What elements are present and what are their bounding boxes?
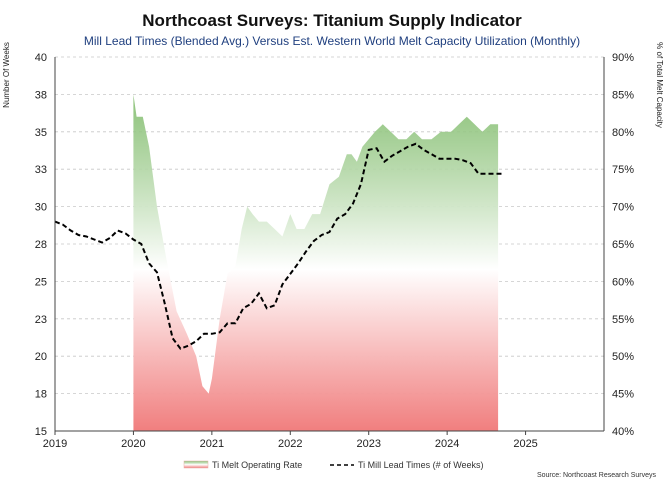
left-tick-label: 30 xyxy=(35,202,47,214)
line-layer xyxy=(54,142,502,350)
left-axis-label: Number Of Weeks xyxy=(2,42,11,108)
left-tick-label: 28 xyxy=(35,239,47,251)
x-tick-label: 2021 xyxy=(200,438,224,450)
x-tick-label: 2025 xyxy=(513,438,537,450)
right-tick-label: 60% xyxy=(612,276,634,288)
left-tick-label: 18 xyxy=(35,389,47,401)
x-tick-label: 2022 xyxy=(278,438,302,450)
lead-times-line xyxy=(54,142,502,350)
right-tick-label: 65% xyxy=(612,239,634,251)
x-tick-label: 2023 xyxy=(356,438,380,450)
left-tick-label: 20 xyxy=(35,351,47,363)
legend-swatch-area xyxy=(183,460,209,469)
left-tick-label: 25 xyxy=(35,276,47,288)
right-axis-label: % of Total Melt Capacity xyxy=(655,42,664,128)
legend-label-line: Ti Mill Lead Times (# of Weeks) xyxy=(358,460,484,470)
right-tick-label: 70% xyxy=(612,202,634,214)
right-tick-label: 40% xyxy=(612,426,634,438)
melt-operating-rate-area xyxy=(133,94,499,432)
right-tick-label: 90% xyxy=(612,52,634,64)
right-tick-label: 55% xyxy=(612,314,634,326)
left-tick-label: 35 xyxy=(35,127,47,139)
left-axis-ticks: 15 18 20 23 25 28 30 33 35 38 40 xyxy=(35,52,47,438)
area-layer xyxy=(133,94,499,432)
right-axis-ticks: 40% 45% 50% 55% 60% 65% 70% 75% 80% 85% 90% xyxy=(612,52,634,438)
right-tick-label: 80% xyxy=(612,127,634,139)
axes xyxy=(54,57,605,432)
x-tick-label: 2019 xyxy=(43,438,67,450)
x-tick-label: 2020 xyxy=(121,438,145,450)
left-tick-label: 15 xyxy=(35,426,47,438)
left-tick-label: 38 xyxy=(35,89,47,101)
x-axis-ticks: 2019 2020 2021 2022 2023 2024 2025 xyxy=(43,431,538,450)
chart-subtitle: Mill Lead Times (Blended Avg.) Versus Es… xyxy=(84,34,580,48)
right-tick-label: 45% xyxy=(612,389,634,401)
left-tick-label: 23 xyxy=(35,314,47,326)
left-tick-label: 33 xyxy=(35,164,47,176)
x-tick-label: 2024 xyxy=(435,438,459,450)
legend: Ti Melt Operating Rate Ti Mill Lead Time… xyxy=(183,460,484,470)
source-note: Source: Northcoast Research Surveys xyxy=(537,472,657,479)
right-tick-label: 50% xyxy=(612,351,634,363)
left-tick-label: 40 xyxy=(35,52,47,64)
chart-title: Northcoast Surveys: Titanium Supply Indi… xyxy=(142,11,522,30)
right-tick-label: 85% xyxy=(612,89,634,101)
legend-label-area: Ti Melt Operating Rate xyxy=(212,460,302,470)
right-tick-label: 75% xyxy=(612,164,634,176)
